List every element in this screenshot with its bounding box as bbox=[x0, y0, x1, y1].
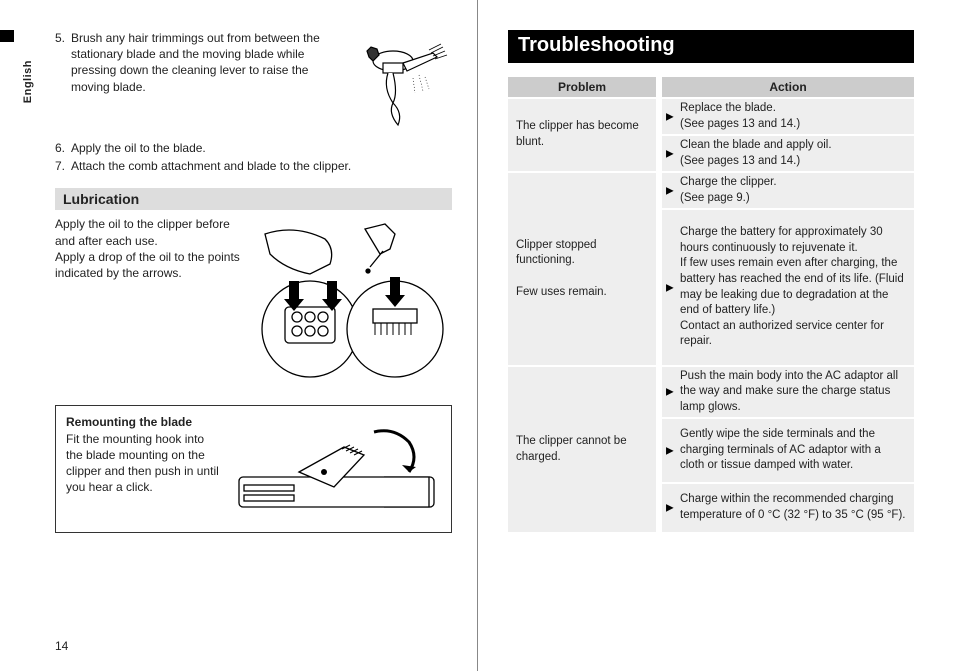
table-cell-problem: The clipper has become blunt. bbox=[508, 99, 656, 171]
list-text: Brush any hair trimmings out from betwee… bbox=[71, 30, 332, 95]
lubrication-row: Apply the oil to the clipper before and … bbox=[55, 216, 452, 391]
bullet-icon: ▶ bbox=[666, 184, 674, 198]
remount-box: Remounting the blade Fit the mounting ho… bbox=[55, 405, 452, 533]
list-item: 7. Attach the comb attachment and blade … bbox=[55, 158, 452, 174]
bullet-icon: ▶ bbox=[666, 444, 674, 458]
lubrication-text: Apply a drop of the oil to the points in… bbox=[55, 249, 244, 281]
step-5-row: 5. Brush any hair trimmings out from bet… bbox=[55, 30, 452, 130]
lubrication-heading: Lubrication bbox=[55, 188, 452, 210]
table-cell-problem: Clipper stopped functioning. Few uses re… bbox=[508, 173, 656, 365]
remount-heading: Remounting the blade bbox=[66, 414, 223, 430]
bullet-icon: ▶ bbox=[666, 281, 674, 295]
list-number: 5. bbox=[55, 30, 71, 95]
list-text: Attach the comb attachment and blade to … bbox=[71, 158, 452, 174]
list-item: 6. Apply the oil to the blade. bbox=[55, 140, 452, 156]
bullet-icon: ▶ bbox=[666, 147, 674, 161]
troubleshooting-table: Problem The clipper has become blunt. Cl… bbox=[508, 77, 914, 532]
troubleshooting-heading: Troubleshooting bbox=[508, 30, 914, 63]
table-cell-action: ▶Replace the blade. (See pages 13 and 14… bbox=[662, 99, 914, 134]
table-col-action: Action ▶Replace the blade. (See pages 13… bbox=[662, 77, 914, 532]
remount-illustration bbox=[231, 414, 441, 524]
page-number: 14 bbox=[55, 639, 68, 653]
left-column: 5. Brush any hair trimmings out from bet… bbox=[0, 0, 477, 671]
page: English 5. Brush any hair trimmings out … bbox=[0, 0, 954, 671]
remount-text: Fit the mounting hook into the blade mou… bbox=[66, 431, 223, 496]
table-col-problem: Problem The clipper has become blunt. Cl… bbox=[508, 77, 656, 532]
table-cell-action: ▶Push the main body into the AC adaptor … bbox=[662, 367, 914, 417]
list-number: 7. bbox=[55, 158, 71, 174]
lubrication-illustration bbox=[252, 216, 452, 391]
table-cell-action: ▶Charge the clipper. (See page 9.) bbox=[662, 173, 914, 208]
table-cell-action: ▶Gently wipe the side terminals and the … bbox=[662, 419, 914, 482]
list-item: 5. Brush any hair trimmings out from bet… bbox=[55, 30, 332, 95]
table-cell-action: ▶Charge within the recommended charging … bbox=[662, 484, 914, 532]
table-cell-action: ▶Charge the battery for approximately 30… bbox=[662, 210, 914, 365]
table-cell-problem: The clipper cannot be charged. bbox=[508, 367, 656, 532]
bullet-icon: ▶ bbox=[666, 385, 674, 399]
lubrication-text: Apply the oil to the clipper before and … bbox=[55, 216, 244, 248]
bullet-icon: ▶ bbox=[666, 501, 674, 515]
table-header: Problem bbox=[508, 77, 656, 97]
right-column: Troubleshooting Problem The clipper has … bbox=[477, 0, 954, 671]
list-number: 6. bbox=[55, 140, 71, 156]
table-cell-action: ▶Clean the blade and apply oil. (See pag… bbox=[662, 136, 914, 171]
bullet-icon: ▶ bbox=[666, 110, 674, 124]
table-header: Action bbox=[662, 77, 914, 97]
brush-illustration bbox=[342, 30, 452, 130]
list-text: Apply the oil to the blade. bbox=[71, 140, 452, 156]
